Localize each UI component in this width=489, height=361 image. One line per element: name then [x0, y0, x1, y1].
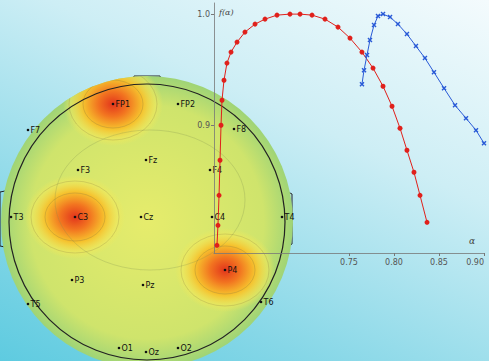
- svg-text:Fz: Fz: [149, 156, 158, 165]
- svg-text:C4: C4: [215, 213, 226, 222]
- svg-text:C3: C3: [78, 213, 89, 222]
- svg-text:Cz: Cz: [144, 213, 154, 222]
- svg-text:T4: T4: [284, 213, 295, 222]
- svg-text:F8: F8: [237, 125, 247, 134]
- svg-text:F7: F7: [31, 126, 41, 135]
- svg-text:Pz: Pz: [146, 281, 155, 290]
- svg-text:T5: T5: [30, 300, 41, 309]
- svg-text:T3: T3: [13, 213, 24, 222]
- svg-text:FP1: FP1: [116, 100, 131, 109]
- svg-text:0.9: 0.9: [197, 121, 210, 130]
- svg-text:F3: F3: [81, 166, 91, 175]
- svg-text:O2: O2: [181, 344, 192, 353]
- svg-text:T6: T6: [263, 298, 274, 307]
- svg-text:f(α): f(α): [218, 8, 234, 17]
- svg-text:F4: F4: [213, 166, 223, 175]
- svg-text:α: α: [469, 236, 475, 246]
- svg-text:0.75: 0.75: [340, 258, 358, 267]
- svg-text:Oz: Oz: [149, 348, 160, 357]
- svg-text:FP2: FP2: [181, 100, 196, 109]
- svg-text:P3: P3: [75, 276, 85, 285]
- svg-text:0.85: 0.85: [430, 258, 448, 267]
- svg-text:O1: O1: [122, 344, 133, 353]
- svg-text:P4: P4: [228, 266, 238, 275]
- svg-text:0.80: 0.80: [385, 258, 403, 267]
- svg-text:0.90: 0.90: [466, 258, 484, 267]
- svg-text:1.0: 1.0: [197, 10, 210, 19]
